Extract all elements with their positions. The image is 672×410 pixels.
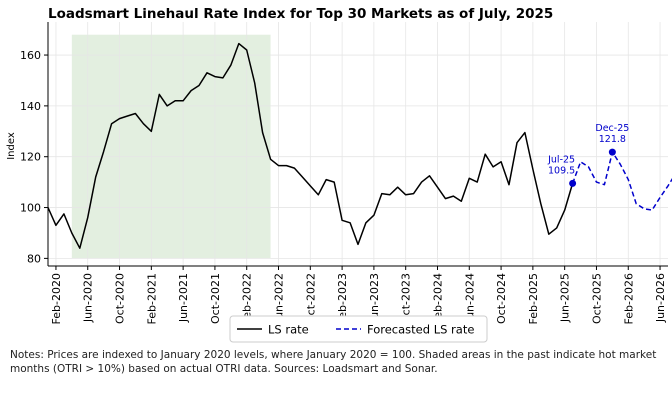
x-tick-label: Feb-2025	[527, 273, 540, 324]
x-tick-label: Oct-2020	[114, 273, 127, 324]
x-tick-label: Feb-2021	[145, 273, 158, 324]
y-tick-label: 100	[20, 202, 41, 215]
series-line-ls-rate	[47, 42, 574, 249]
series-line-forecast	[571, 151, 672, 211]
chart-notes: Notes: Prices are indexed to January 202…	[10, 349, 657, 375]
x-tick-label: Jun-2024	[463, 273, 476, 323]
x-tick-label: Jun-2020	[82, 273, 95, 323]
x-tick-label: Feb-2024	[431, 273, 444, 324]
y-axis-label: Index	[6, 132, 17, 160]
x-tick-label: Oct-2021	[209, 273, 222, 324]
x-tick-label: Jun-2026	[654, 273, 667, 323]
annotation-value-label: 109.5	[548, 165, 575, 176]
legend-box	[229, 315, 488, 343]
y-tick-label: 140	[20, 100, 41, 113]
x-tick-label: Oct-2023	[400, 273, 413, 324]
x-tick-label: Oct-2025	[590, 273, 603, 324]
x-tick-label: Oct-2024	[495, 273, 508, 324]
legend-label-ls-rate: LS rate	[268, 323, 309, 337]
y-tick-label: 120	[20, 151, 41, 164]
x-tick-label: Jun-2025	[559, 273, 572, 323]
x-tick-label: Jun-2022	[273, 273, 286, 323]
annotation-month-label: Jul-25	[547, 154, 575, 165]
x-tick-label: Oct-2022	[304, 273, 317, 324]
annotation-point	[569, 179, 577, 187]
legend-label-forecast: Forecasted LS rate	[367, 323, 474, 337]
x-tick-label: Feb-2022	[241, 273, 254, 324]
shaded-hot-market-region	[71, 34, 271, 259]
x-tick-label: Jun-2023	[368, 273, 381, 323]
annotation-point	[608, 148, 616, 156]
legend: LS rate Forecasted LS rate	[229, 315, 488, 343]
y-tick-label: 80	[27, 252, 41, 265]
annotation-month-label: Dec-25	[595, 123, 629, 134]
chart-title: Loadsmart Linehaul Rate Index for Top 30…	[48, 6, 553, 22]
y-tick-label: 160	[20, 49, 41, 62]
annotation-value-label: 121.8	[599, 134, 626, 145]
x-tick-label: Jun-2021	[177, 273, 190, 323]
x-tick-label: Feb-2026	[622, 273, 635, 324]
plot-area: 80 100 120 140 160 Feb-2020 Jun-2020 Oct-2020 Fe…	[20, 22, 672, 324]
x-tick-label: Feb-2020	[50, 273, 63, 324]
x-tick-label: Feb-2023	[336, 273, 349, 324]
